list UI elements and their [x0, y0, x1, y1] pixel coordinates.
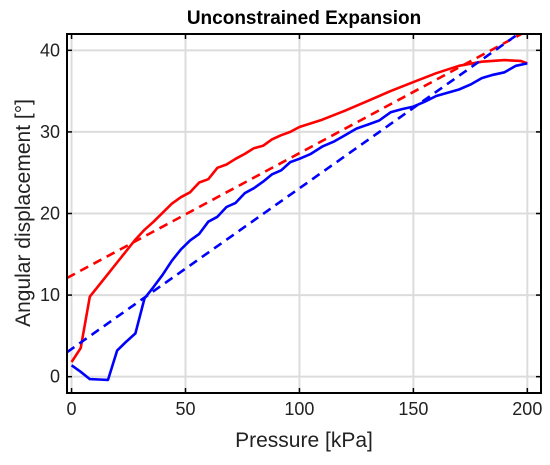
x-tick-label: 200 [512, 399, 542, 419]
series-lines [67, 34, 528, 382]
red-dashed-series-line [67, 34, 525, 280]
y-tick-label: 40 [40, 40, 60, 60]
blue-solid-series-line [70, 62, 528, 382]
tick-labels: 0 50 100 150 200 0 10 20 30 40 [40, 40, 542, 419]
x-tick-label: 150 [398, 399, 428, 419]
y-tick-label: 10 [40, 285, 60, 305]
chart-title: Unconstrained Expansion [187, 8, 421, 29]
x-tick-label: 0 [67, 399, 77, 419]
plot-frame [66, 33, 542, 394]
x-tick-label: 50 [175, 399, 195, 419]
blue-dashed-series-line [67, 34, 519, 354]
x-tick-label: 100 [284, 399, 314, 419]
y-tick-label: 20 [40, 204, 60, 224]
x-axis-label: Pressure [kPa] [235, 429, 373, 452]
grid-lines [67, 34, 541, 393]
y-tick-label: 30 [40, 122, 60, 142]
y-axis-label: Angular displacement [°] [12, 99, 35, 327]
red-solid-series-line [70, 58, 528, 363]
y-tick-label: 0 [50, 367, 60, 387]
